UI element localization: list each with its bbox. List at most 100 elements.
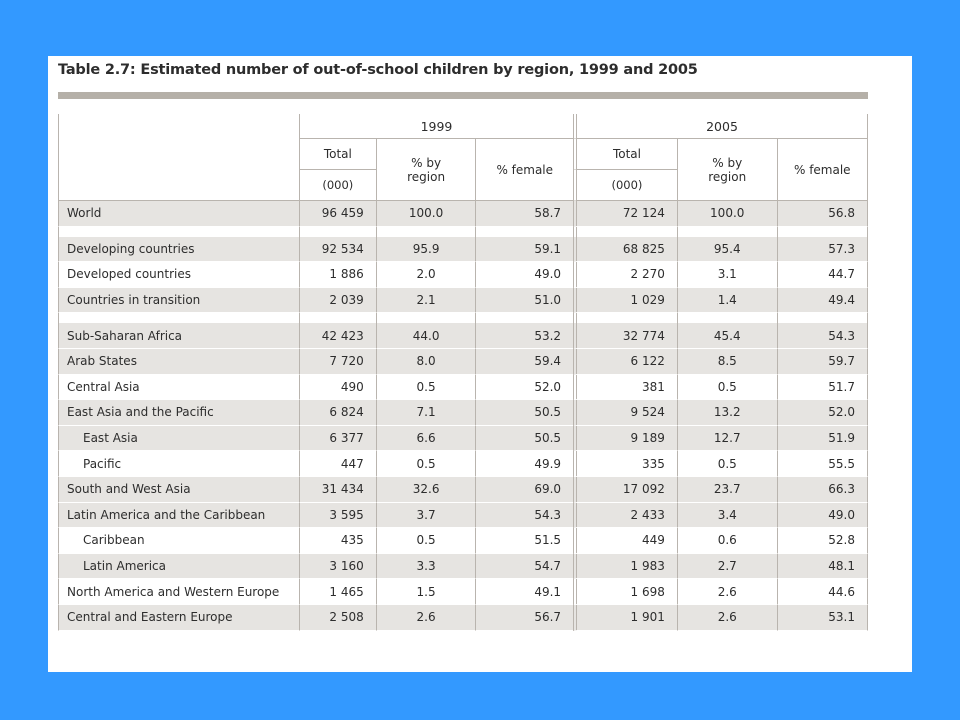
pct-female-1999-cell: 50.5 xyxy=(475,400,574,426)
pct-female-1999-cell: 56.7 xyxy=(475,604,574,631)
pct-region-2005-cell: 45.4 xyxy=(676,323,777,349)
table-row: Sub-Saharan Africa 42 423 44.0 53.2 32 774 45… xyxy=(58,323,868,349)
table-row: South and West Asia 31 434 32.6 69.0 17 092 2… xyxy=(58,476,868,503)
pct-female-2005-cell: 51.7 xyxy=(776,374,868,401)
total-1999-cell: 3 595 xyxy=(298,502,376,529)
pct-region-1999-cell: 2.0 xyxy=(375,262,476,288)
table-row: Arab States 7 720 8.0 59.4 6 122 8.5 59.7 xyxy=(58,348,868,375)
pct-female-1999-cell: 50.5 xyxy=(475,425,574,452)
pct-female-2005-cell: 52.0 xyxy=(776,400,868,426)
total-1999-cell: 96 459 xyxy=(298,201,376,227)
pct-female-1999-cell: 53.2 xyxy=(475,323,574,349)
total-header-2005: Total xyxy=(573,139,677,169)
pct-region-1999-cell: 100.0 xyxy=(375,201,476,227)
total-1999-cell: 2 039 xyxy=(298,287,376,314)
title-rule xyxy=(58,92,868,99)
pct-region-1999-cell: 8.0 xyxy=(375,348,476,375)
total-2005-cell: 449 xyxy=(573,528,677,554)
pct-female-2005-cell: 55.5 xyxy=(776,451,868,477)
pct-region-1999-cell: 0.5 xyxy=(375,528,476,554)
total-2005-cell: 2 270 xyxy=(573,262,677,288)
row-name: Latin America xyxy=(58,553,299,580)
pct-female-2005-cell: 49.0 xyxy=(776,502,868,529)
total-1999-cell: 435 xyxy=(298,528,376,554)
pct-region-2005-cell: 2.6 xyxy=(676,579,777,605)
pct-female-1999-cell: 49.1 xyxy=(475,579,574,605)
total-unit-2005: (000) xyxy=(573,169,677,201)
pct-female-2005-cell: 57.3 xyxy=(776,236,868,263)
pct-region-1999-cell: 7.1 xyxy=(375,400,476,426)
pct-region-2005-cell: 0.5 xyxy=(676,451,777,477)
pct-region-1999-cell: 2.1 xyxy=(375,287,476,314)
pct-female-1999-cell: 69.0 xyxy=(475,476,574,503)
table-row: East Asia and the Pacific 6 824 7.1 50.5 9 5… xyxy=(58,400,868,426)
row-name: Developing countries xyxy=(58,236,299,263)
total-1999-cell: 6 377 xyxy=(298,425,376,452)
total-2005-cell: 381 xyxy=(573,374,677,401)
total-2005-cell: 9 524 xyxy=(573,400,677,426)
total-2005-cell: 2 433 xyxy=(573,502,677,529)
total-2005-cell: 1 983 xyxy=(573,553,677,580)
pct-region-2005-cell: 3.1 xyxy=(676,262,777,288)
pct-female-2005-cell: 44.7 xyxy=(776,262,868,288)
pct-female-1999-cell: 52.0 xyxy=(475,374,574,401)
row-name: Latin America and the Caribbean xyxy=(58,502,299,529)
pct-female-1999-cell: 49.0 xyxy=(475,262,574,288)
total-2005-cell: 32 774 xyxy=(573,323,677,349)
table-row: Pacific 447 0.5 49.9 335 0.5 55.5 xyxy=(58,451,868,477)
table-title: Table 2.7: Estimated number of out-of-sc… xyxy=(58,62,698,78)
total-1999-cell: 490 xyxy=(298,374,376,401)
total-2005-cell: 1 698 xyxy=(573,579,677,605)
row-name: Central and Eastern Europe xyxy=(58,604,299,631)
row-name: Pacific xyxy=(58,451,299,477)
total-unit-1999: (000) xyxy=(298,169,376,201)
total-2005-cell: 335 xyxy=(573,451,677,477)
row-name: Central Asia xyxy=(58,374,299,401)
pct-female-2005-cell: 54.3 xyxy=(776,323,868,349)
pct-region-2005-cell: 8.5 xyxy=(676,348,777,375)
pct-female-1999-cell: 49.9 xyxy=(475,451,574,477)
year-header-2005: 2005 xyxy=(573,114,868,139)
pct-female-2005-cell: 53.1 xyxy=(776,604,868,631)
pct-region-1999-cell: 6.6 xyxy=(375,425,476,452)
table-row: Caribbean 435 0.5 51.5 449 0.6 52.8 xyxy=(58,528,868,554)
pct-region-header-2005: % by region xyxy=(676,139,777,201)
pct-region-2005-cell: 23.7 xyxy=(676,476,777,503)
pct-region-2005-cell: 13.2 xyxy=(676,400,777,426)
pct-female-1999-cell: 54.7 xyxy=(475,553,574,580)
total-1999-cell: 3 160 xyxy=(298,553,376,580)
pct-region-1999-cell: 1.5 xyxy=(375,579,476,605)
pct-female-2005-cell: 52.8 xyxy=(776,528,868,554)
row-name: Countries in transition xyxy=(58,287,299,314)
pct-region-2005-cell: 0.6 xyxy=(676,528,777,554)
pct-female-header-2005: % female xyxy=(776,139,868,201)
stub-header xyxy=(58,114,299,139)
pct-region-1999-cell: 0.5 xyxy=(375,451,476,477)
row-name: World xyxy=(58,201,299,227)
total-2005-cell: 68 825 xyxy=(573,236,677,263)
group-spacer xyxy=(58,313,868,324)
pct-female-1999-cell: 54.3 xyxy=(475,502,574,529)
pct-region-1999-cell: 3.7 xyxy=(375,502,476,529)
row-name: Arab States xyxy=(58,348,299,375)
pct-region-2005-cell: 1.4 xyxy=(676,287,777,314)
total-2005-cell: 1 901 xyxy=(573,604,677,631)
row-name: East Asia xyxy=(58,425,299,452)
pct-female-2005-cell: 48.1 xyxy=(776,553,868,580)
row-name: Sub-Saharan Africa xyxy=(58,323,299,349)
pct-region-header-1999: % by region xyxy=(375,139,476,201)
total-1999-cell: 31 434 xyxy=(298,476,376,503)
pct-female-1999-cell: 58.7 xyxy=(475,201,574,227)
year-header-1999: 1999 xyxy=(298,114,574,139)
pct-region-2005-cell: 2.7 xyxy=(676,553,777,580)
pct-female-header-1999: % female xyxy=(475,139,574,201)
row-name: Caribbean xyxy=(58,528,299,554)
total-1999-cell: 92 534 xyxy=(298,236,376,263)
table-row: North America and Western Europe 1 465 1.5… xyxy=(58,579,868,605)
table-row: Central and Eastern Europe 2 508 2.6 56.7 1 … xyxy=(58,604,868,631)
pct-female-1999-cell: 51.5 xyxy=(475,528,574,554)
table-row: Countries in transition 2 039 2.1 51.0 1 029… xyxy=(58,287,868,314)
pct-region-2005-cell: 95.4 xyxy=(676,236,777,263)
pct-region-2005-cell: 12.7 xyxy=(676,425,777,452)
total-2005-cell: 1 029 xyxy=(573,287,677,314)
